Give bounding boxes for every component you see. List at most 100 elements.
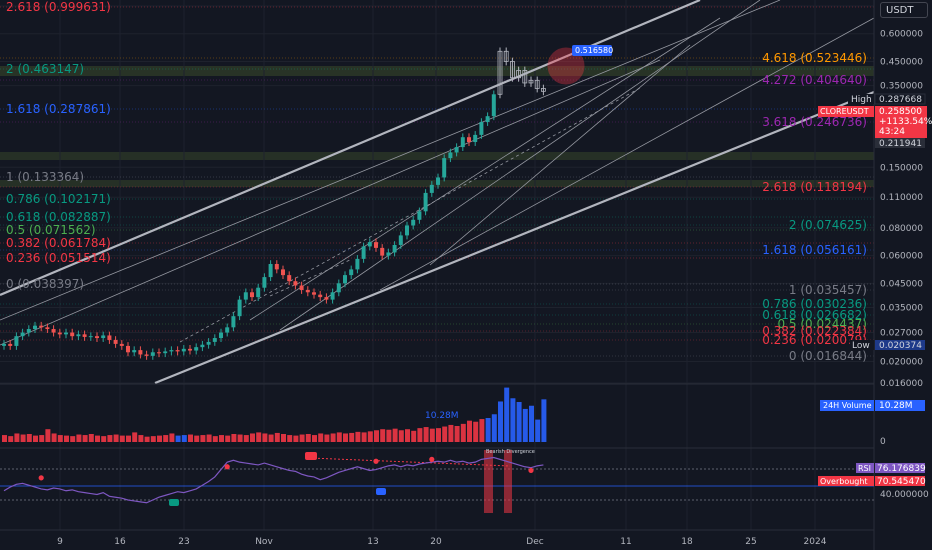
rsi-pane [0,450,874,513]
volume-bar [169,433,175,442]
low-tag: Low 0.020374 [850,340,925,351]
time-axis-label: 25 [745,537,756,547]
volume-bar [380,429,386,442]
candle [225,323,230,337]
volume-bar [423,427,429,442]
trend-lines [0,0,875,385]
volume-bar [324,434,330,442]
volume-bar [200,435,206,442]
candle [107,331,112,344]
price-axis-label: 0.110000 [880,193,923,203]
volume-bar [107,435,113,442]
volume-bar [479,419,485,442]
svg-text:0.020374: 0.020374 [879,341,922,351]
candle [262,273,267,292]
candle [460,133,465,152]
candle [423,189,428,216]
volume-bar [349,432,355,442]
candle [361,242,366,263]
fib-level-label: 0.382 (0.061784) [6,236,111,250]
fib-level-label: 3.618 (0.246736) [762,115,867,129]
candle [380,244,385,260]
volume-bar [2,435,7,442]
svg-text:CLOREUSDT: CLOREUSDT [820,107,869,116]
candle [497,47,503,99]
candle [231,312,236,332]
volume-bar [485,418,491,442]
candle [467,133,471,146]
volume-bar [95,435,100,442]
volume-bar [20,434,26,442]
fib-level-label: 0.786 (0.102171) [6,192,111,206]
price-axis-label: 0.020000 [880,357,923,367]
volume-bar [417,428,423,442]
candle [45,323,50,333]
svg-text:0.258500: 0.258500 [879,107,922,117]
candle [299,281,304,294]
fib-level-label: 2.618 (0.999631) [6,0,111,14]
svg-text:0.287668: 0.287668 [879,95,922,105]
rsi-polyline [3,456,544,504]
candle [70,328,75,341]
time-axis-label: 18 [681,537,693,547]
volume-bar [510,398,516,442]
svg-text:Overbought: Overbought [820,477,868,486]
volume-bar [250,433,255,442]
candle [126,342,130,357]
time-axis-label: Dec [526,537,543,547]
candle [14,332,19,350]
volume-bar [194,435,200,442]
svg-text:0.516580: 0.516580 [575,46,613,55]
rsi-level-label: 40.000000 [880,490,929,500]
peak-marker [547,47,585,85]
volume-bar [212,436,218,442]
time-axis[interactable]: 9 16 23 Nov 13 20 Dec 11 18 25 2024 [57,537,827,547]
candle [485,112,490,126]
candle [417,207,422,224]
candle [355,255,360,274]
volume-bar [181,435,187,442]
volume-bar [367,431,373,442]
svg-text:0: 0 [880,437,886,447]
candle [324,293,329,304]
volume-bar [64,435,69,442]
volume-bar [460,423,466,442]
fib-level-label: 0.5 (0.071562) [6,223,96,237]
volume-bar [491,414,497,442]
candle [76,330,81,341]
volume-bar [26,434,32,442]
candle [95,332,99,342]
candle [429,181,434,197]
candle [281,265,285,280]
price-axis[interactable]: 0.8000000.6000000.4500000.3500000.150000… [880,2,923,389]
candle [398,231,403,249]
rsi-point [38,475,44,481]
candle [8,340,13,350]
candle [516,66,521,82]
volume-bar [436,428,441,442]
candle [132,346,137,357]
volume-bar [70,436,76,442]
svg-text:10.28M: 10.28M [879,401,913,411]
fib-level-label: 2 (0.463147) [6,62,84,76]
volume-bar [262,433,268,442]
volume-annotation: 10.28M [425,411,459,421]
candle [138,346,143,359]
fib-level-label: 0.236 (0.020079) [762,333,867,347]
price-axis-label: 0.035000 [880,304,923,314]
volume-bar [361,432,367,442]
currency-selector[interactable]: USDT [880,2,928,18]
fib-level-label: 0.5 (0.024437) [777,317,867,331]
volume-bar [386,429,392,442]
price-axis-label: 0.016000 [880,379,923,389]
price-axis-label: 0.150000 [880,163,923,173]
time-axis-label: 23 [178,537,189,547]
high-tag: High 0.287668 [848,93,926,105]
candle [330,288,335,304]
rsi-tag: RSI 76.176839 [856,463,926,474]
candle [82,330,87,341]
volume-bar [76,434,82,442]
price-axis-label: 0.027000 [880,329,923,339]
candle [274,260,279,274]
